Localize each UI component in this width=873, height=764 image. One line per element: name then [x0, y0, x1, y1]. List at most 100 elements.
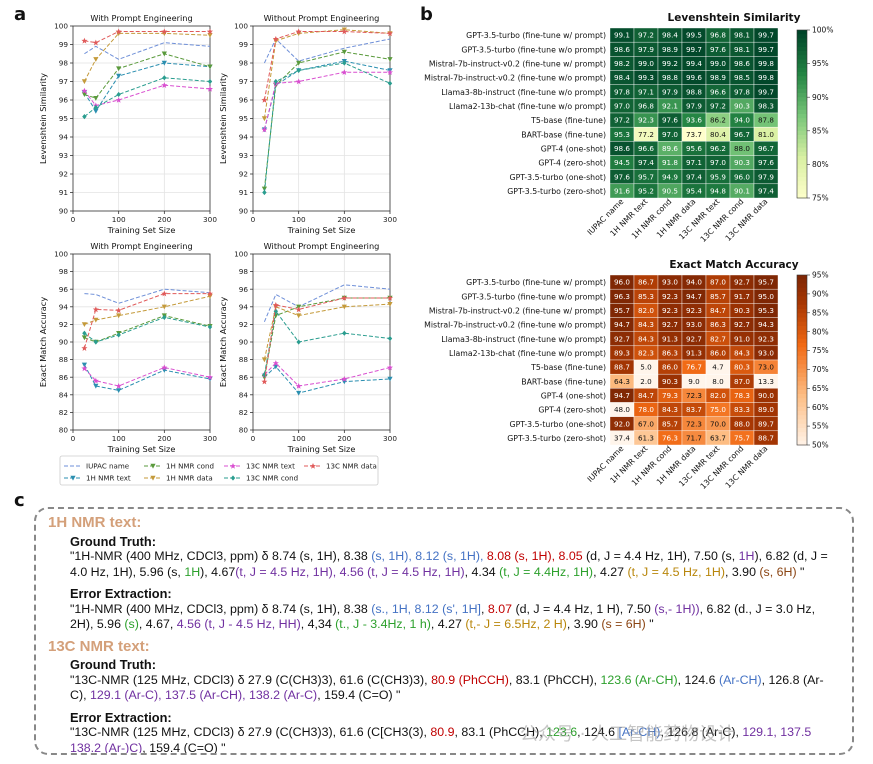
- heatmap-cell-value: 71.7: [686, 434, 702, 443]
- data-point: [273, 78, 279, 85]
- y-tick-label: 95: [59, 114, 68, 123]
- nmr-text: "13C-NMR (125 MHz, CDCl3) δ 27.9 (C(CH3)…: [70, 725, 840, 753]
- legend-label: 1H NMR data: [166, 474, 213, 483]
- x-axis-label: Training Set Size: [287, 225, 356, 235]
- heatmap-cell-value: 97.1: [638, 87, 654, 96]
- y-tick-label: 99: [239, 40, 249, 49]
- y-tick-label: 93: [59, 151, 69, 160]
- colorbar-segment: [797, 377, 807, 382]
- heatmap-cell-value: 99.0: [710, 59, 726, 68]
- heatmap-cell-value: 97.0: [662, 130, 678, 139]
- data-point: [81, 79, 88, 85]
- heatmap-cell-value: 86.2: [710, 116, 726, 125]
- colorbar-segment: [797, 360, 807, 365]
- data-point: [272, 360, 279, 366]
- text-segment: ": [645, 617, 654, 631]
- heatmap-cell-value: 92.7: [734, 278, 750, 287]
- data-point: [161, 304, 167, 310]
- legend-marker: [230, 475, 236, 481]
- x-tick-label: 0: [251, 434, 256, 443]
- text-segment: (s, 6H): [759, 564, 797, 579]
- heatmap-cell-value: 73.7: [686, 130, 702, 139]
- data-point: [273, 364, 279, 370]
- line-chart-legend: IUPAC name 1H NMR cond 13C NMR text 13C NMR…: [59, 455, 379, 486]
- colorbar-segment: [797, 381, 807, 386]
- text-segment: , 159.4 (C=O) ": [317, 688, 401, 702]
- y-tick-label: 94: [59, 133, 69, 142]
- data-point: [262, 189, 267, 196]
- data-point: [296, 60, 302, 66]
- heatmap-cell-value: 73.0: [758, 363, 774, 372]
- data-point: [341, 28, 348, 35]
- heatmap-cell-value: 83.3: [734, 405, 750, 414]
- panel-c-text-examples: 1H NMR text: Ground Truth: "1H-NMR (400 MH…: [34, 507, 854, 755]
- colorbar-segment: [797, 440, 807, 446]
- text-segment: 80.9 (PhCCH): [431, 672, 509, 687]
- data-point: [207, 290, 213, 297]
- colorbar-segment: [797, 164, 807, 170]
- x-tick-label: 300: [383, 434, 397, 443]
- chart-title: Without Prompt Engineering: [264, 13, 380, 23]
- legend-label: 1H NMR text: [86, 474, 131, 483]
- colorbar-tick-label: 90%: [812, 93, 829, 102]
- colorbar-segment: [797, 30, 807, 35]
- y-tick-label: 98: [239, 267, 249, 276]
- heatmap-cell-value: 98.2: [614, 59, 630, 68]
- heatmap-cell-value: 63.7: [710, 434, 726, 443]
- data-point: [387, 335, 393, 342]
- heatmap-cell-value: 90.0: [758, 391, 774, 400]
- colorbar-segment: [797, 389, 807, 395]
- y-tick-label: 90: [59, 207, 69, 216]
- heatmap-col-label: 13C NMR data: [724, 444, 770, 490]
- line-chart-2: 90 91 92 93 94 95 96 97 98 99 100 0 100 200 300 Without…: [218, 13, 397, 235]
- heatmap-cell-value: 97.0: [710, 158, 726, 167]
- heatmap-cell-value: 97.2: [614, 116, 630, 125]
- colorbar-segment: [797, 59, 807, 65]
- heatmap-cell-value: 99.7: [758, 45, 774, 54]
- y-tick-label: 92: [239, 170, 248, 179]
- heatmap-cell-value: 95.3: [614, 130, 630, 139]
- heatmap-cell-value: 94.9: [662, 172, 678, 181]
- heatmap-row-label: BART-base (fine-tune): [521, 377, 606, 386]
- y-tick-label: 100: [54, 22, 68, 31]
- block-label: Ground Truth:: [70, 533, 157, 549]
- heatmap-cell-value: 91.7: [734, 292, 750, 301]
- data-point: [296, 390, 302, 396]
- colorbar-segment: [797, 38, 807, 44]
- series-line: [84, 288, 211, 304]
- colorbar-tick-label: 55%: [812, 422, 829, 431]
- legend-label: 1H NMR cond: [166, 462, 214, 471]
- heatmap-cell-value: 97.0: [614, 102, 630, 111]
- data-point: [93, 104, 99, 110]
- heatmap-cell-value: 96.0: [734, 172, 750, 181]
- data-point: [116, 91, 121, 98]
- data-point: [341, 304, 347, 310]
- data-point: [261, 116, 268, 122]
- colorbar-segment: [797, 42, 807, 48]
- y-tick-label: 96: [59, 96, 69, 105]
- text-segment: , 124.6: [577, 725, 619, 739]
- heatmap-cell-value: 9.0: [688, 377, 700, 386]
- data-point: [161, 60, 167, 66]
- heatmap-cell-value: 88.0: [734, 419, 750, 428]
- heatmap-cell-value: 79.3: [662, 391, 678, 400]
- chart-title: With Prompt Engineering: [90, 13, 192, 23]
- data-point: [342, 330, 347, 336]
- colorbar-segment: [797, 156, 807, 161]
- text-segment: (s, 1H), 8.12 (s, 1H),: [371, 549, 487, 563]
- data-point: [261, 357, 268, 363]
- heatmap-row-label: Llama2-13b-chat (fine-tune w/o prompt): [449, 349, 606, 358]
- nmr-text: "13C-NMR (125 MHz, CDCl3) δ 27.9 (C(CH3)…: [70, 673, 840, 704]
- heatmap-cell-value: 99.1: [614, 31, 630, 40]
- text-segment: 123.6 (Ar-CH): [600, 672, 678, 687]
- heatmap-cell-value: 96.6: [710, 87, 726, 96]
- series-line: [263, 51, 391, 189]
- data-point: [161, 51, 167, 57]
- data-point: [93, 95, 99, 101]
- text-segment: (Ar-CH): [718, 672, 762, 687]
- data-point: [296, 313, 302, 319]
- text-segment: 1H: [738, 549, 755, 563]
- heatmap-row-label: GPT-3.5-turbo (zero-shot): [507, 434, 606, 443]
- colorbar-segment: [797, 436, 807, 442]
- text-segment: (t, J = 4.5 Hz, 1H), 4.56 (t, J = 4.5 Hz…: [235, 564, 465, 579]
